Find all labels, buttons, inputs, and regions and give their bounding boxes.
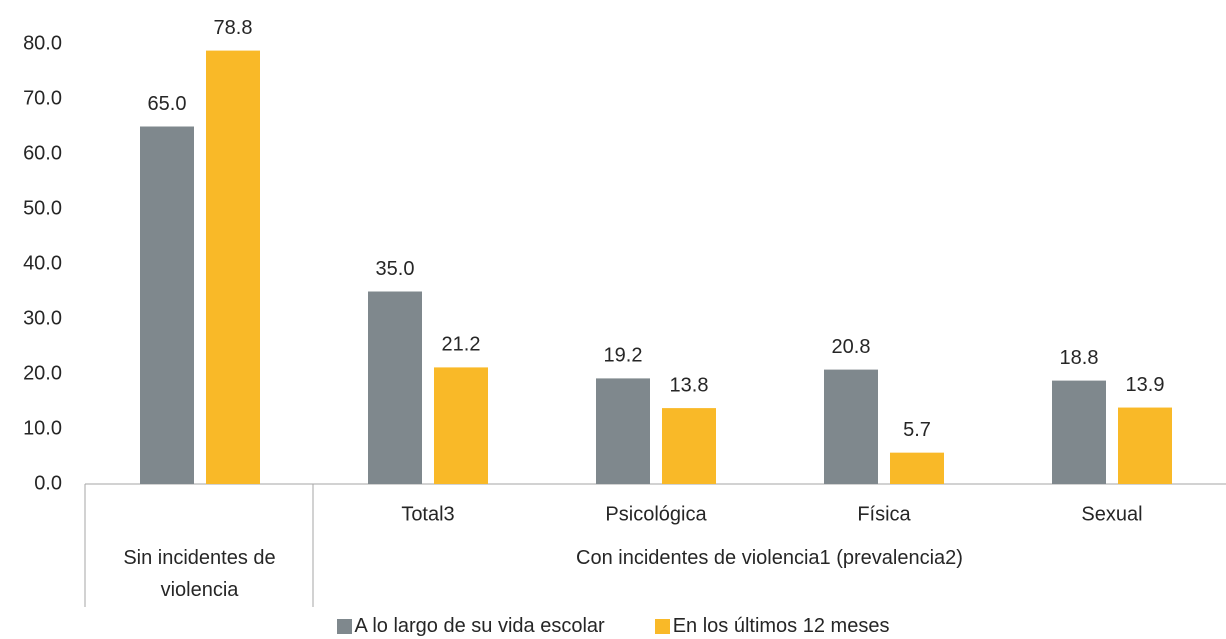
x-tick-label: Sexual <box>1081 503 1142 525</box>
bar <box>890 452 944 484</box>
bar <box>368 291 422 484</box>
value-label: 21.2 <box>442 334 481 356</box>
legend-swatch <box>654 619 670 634</box>
value-label: 65.0 <box>148 93 187 115</box>
value-label: 19.2 <box>604 345 643 367</box>
y-tick-label: 70.0 <box>23 87 62 109</box>
legend-item: A lo largo de su vida escolar <box>336 615 605 638</box>
value-label: 13.9 <box>1126 374 1165 396</box>
bar <box>140 126 194 484</box>
value-label: 35.0 <box>376 258 415 280</box>
legend-swatch <box>336 619 352 634</box>
bar <box>596 378 650 484</box>
x-tick-label: Física <box>857 503 911 525</box>
legend-label: En los últimos 12 meses <box>672 615 890 637</box>
y-tick-label: 80.0 <box>23 32 62 54</box>
y-tick-label: 40.0 <box>23 252 62 274</box>
x-tick-label: Total3 <box>401 503 454 525</box>
y-tick-label: 10.0 <box>23 417 62 439</box>
value-label: 5.7 <box>903 419 931 441</box>
y-tick-label: 0.0 <box>34 472 62 494</box>
bar <box>1052 380 1106 484</box>
legend-item: En los últimos 12 meses <box>654 615 890 638</box>
value-label: 13.8 <box>670 374 709 396</box>
legend: A lo largo de su vida escolar En los últi… <box>0 615 1226 638</box>
bar <box>434 367 488 484</box>
value-label: 78.8 <box>214 17 253 39</box>
y-tick-label: 60.0 <box>23 142 62 164</box>
y-tick-label: 30.0 <box>23 307 62 329</box>
x-tick-label: Psicológica <box>605 503 707 525</box>
group-label: Con incidentes de violencia1 (prevalenci… <box>576 547 963 569</box>
bar <box>662 408 716 484</box>
legend-label: A lo largo de su vida escolar <box>354 615 605 637</box>
y-tick-label: 50.0 <box>23 197 62 219</box>
group-label: Sin incidentes de violencia <box>123 547 276 601</box>
bar <box>206 50 260 484</box>
bar <box>1118 407 1172 484</box>
value-label: 20.8 <box>832 336 871 358</box>
y-tick-label: 20.0 <box>23 362 62 384</box>
value-label: 18.8 <box>1060 347 1099 369</box>
bar <box>824 369 878 484</box>
